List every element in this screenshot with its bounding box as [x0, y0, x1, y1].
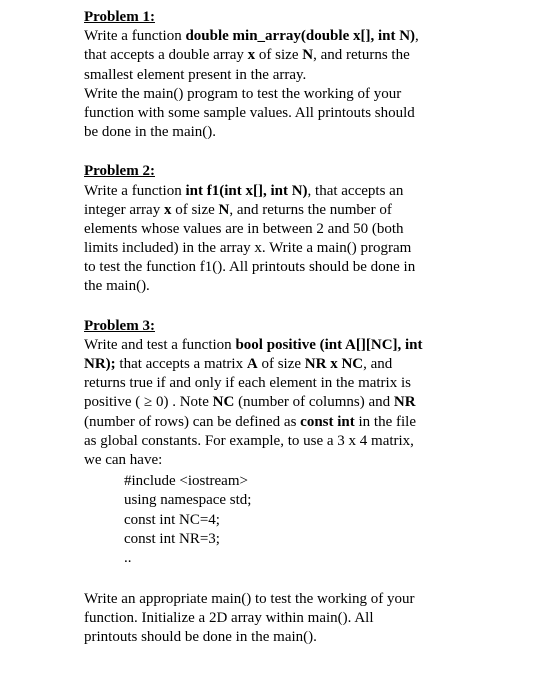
text-bold: bool positive (int A[][NC], int — [235, 337, 422, 353]
text: limits included) in the array x. Write a… — [84, 240, 411, 256]
text: Write and test a function — [84, 337, 235, 353]
text-bold: const int — [300, 414, 355, 430]
code-line: .. — [124, 550, 132, 566]
problem-3-code: #include <iostream> using namespace std;… — [84, 472, 507, 568]
text: , and returns the — [313, 47, 410, 63]
problem-3-footer: Write an appropriate main() to test the … — [84, 590, 507, 648]
code-line: const int NR=3; — [124, 531, 220, 547]
text: to test the function f1(). All printouts… — [84, 259, 415, 275]
text: function with some sample values. All pr… — [84, 105, 415, 121]
text-bold: int f1(int x[], int N) — [185, 183, 307, 199]
problem-1-body: Write a function double min_array(double… — [84, 27, 507, 142]
text-bold: NC — [213, 394, 235, 410]
text-bold: N — [302, 47, 313, 63]
text: of size — [258, 356, 305, 372]
text: , — [415, 28, 419, 44]
text: Write a function — [84, 183, 185, 199]
text: that accepts a double array — [84, 47, 248, 63]
text: be done in the main(). — [84, 124, 216, 140]
text: the main(). — [84, 278, 150, 294]
text: of size — [255, 47, 302, 63]
text: printouts should be done in the main(). — [84, 629, 317, 645]
text: function. Initialize a 2D array within m… — [84, 610, 374, 626]
problem-1-heading: Problem 1: — [84, 8, 507, 27]
text: positive ( ≥ 0) . Note — [84, 394, 213, 410]
text-bold: N — [219, 202, 230, 218]
text: Write the main() program to test the wor… — [84, 86, 401, 102]
text: , and returns the number of — [229, 202, 391, 218]
spacer — [84, 144, 507, 154]
text-bold: NR — [394, 394, 416, 410]
text: integer array — [84, 202, 164, 218]
spacer — [84, 299, 507, 309]
text: (number of rows) can be defined as — [84, 414, 300, 430]
problem-3-heading: Problem 3: — [84, 317, 507, 336]
page: Problem 1: Write a function double min_a… — [0, 0, 555, 658]
problem-3-body: Write and test a function bool positive … — [84, 336, 507, 470]
text: (number of columns) and — [234, 394, 394, 410]
text: , and — [363, 356, 392, 372]
text: smallest element present in the array. — [84, 67, 306, 83]
text: returns true if and only if each element… — [84, 375, 411, 391]
text: Write a function — [84, 28, 185, 44]
text: in the file — [355, 414, 416, 430]
problem-2-heading: Problem 2: — [84, 162, 507, 181]
text: we can have: — [84, 452, 162, 468]
text: Write an appropriate main() to test the … — [84, 591, 415, 607]
text: that accepts a matrix — [116, 356, 247, 372]
code-line: #include <iostream> — [124, 473, 248, 489]
text-bold: double min_array(double x[], int N) — [185, 28, 415, 44]
text: as global constants. For example, to use… — [84, 433, 414, 449]
problem-2-body: Write a function int f1(int x[], int N),… — [84, 182, 507, 297]
text-bold: A — [247, 356, 258, 372]
text: , that accepts an — [308, 183, 404, 199]
spacer — [84, 570, 507, 580]
text-bold: NR x NC — [305, 356, 363, 372]
code-line: const int NC=4; — [124, 512, 220, 528]
code-line: using namespace std; — [124, 492, 251, 508]
text-bold: NR); — [84, 356, 116, 372]
text: elements whose values are in between 2 a… — [84, 221, 403, 237]
spacer — [84, 580, 507, 590]
text: of size — [171, 202, 218, 218]
